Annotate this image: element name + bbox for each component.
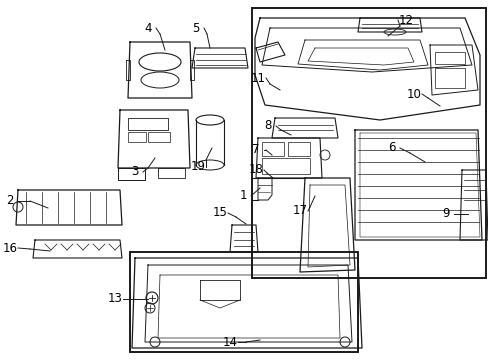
Text: 13: 13 <box>107 292 122 306</box>
Text: 3: 3 <box>131 166 139 179</box>
Text: 11: 11 <box>250 72 265 85</box>
Bar <box>434 52 464 64</box>
Text: 17: 17 <box>292 204 307 217</box>
Text: 5: 5 <box>192 22 199 35</box>
Text: 12: 12 <box>398 13 413 27</box>
Text: 16: 16 <box>2 242 18 255</box>
Bar <box>434 68 464 88</box>
Text: 6: 6 <box>387 141 395 154</box>
Text: 7: 7 <box>252 144 259 157</box>
Text: 1: 1 <box>239 189 246 202</box>
Bar <box>251 8 485 278</box>
Text: 10: 10 <box>406 87 421 100</box>
Bar <box>262 158 309 174</box>
Bar <box>130 252 357 352</box>
Text: 19: 19 <box>190 161 205 174</box>
Bar <box>262 142 284 156</box>
Text: 9: 9 <box>441 207 449 220</box>
Text: 18: 18 <box>248 163 263 176</box>
Text: 2: 2 <box>6 194 14 207</box>
Bar <box>148 132 170 142</box>
Bar <box>287 142 309 156</box>
Text: 4: 4 <box>144 22 151 35</box>
Text: 8: 8 <box>264 120 271 132</box>
Bar <box>128 118 168 130</box>
Text: 15: 15 <box>212 207 227 220</box>
Bar <box>128 132 146 142</box>
Text: 14: 14 <box>222 336 237 348</box>
